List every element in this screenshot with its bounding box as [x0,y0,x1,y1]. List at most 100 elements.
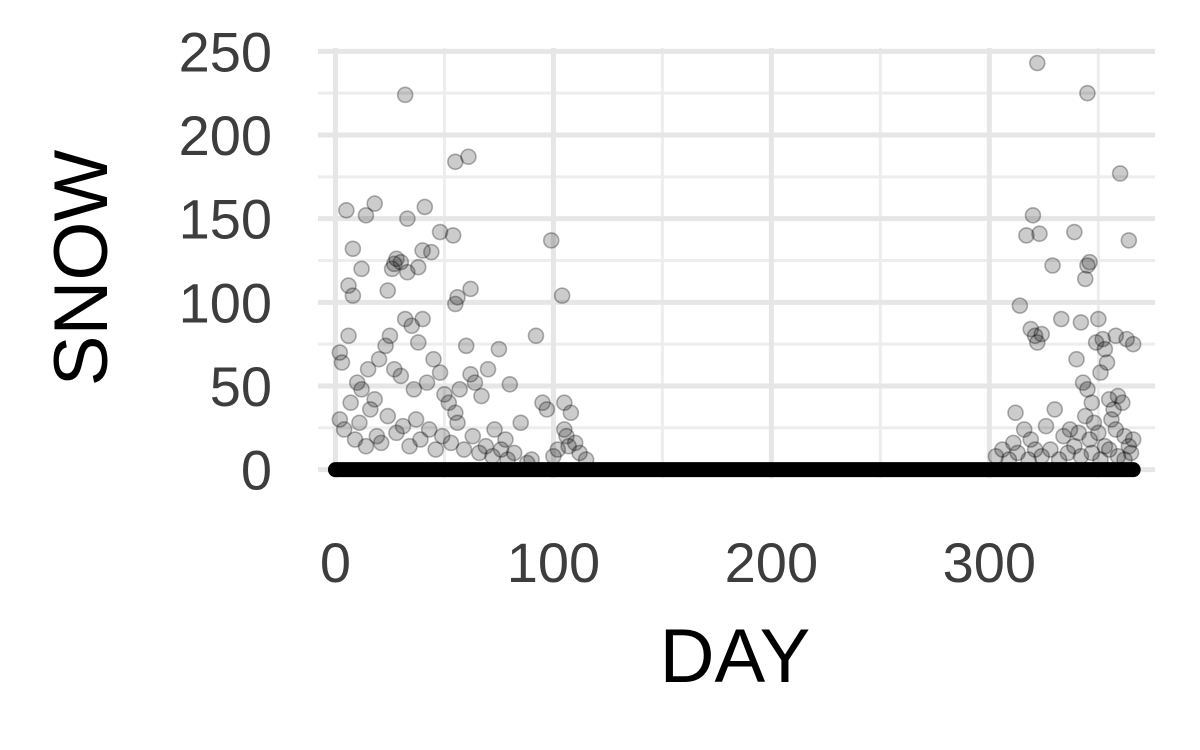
data-point [344,287,362,304]
data-point [444,227,462,244]
data-point [556,421,573,438]
x-axis-title: DAY [660,614,811,699]
data-point [1022,431,1040,448]
data-point [1120,437,1138,455]
data-point [370,350,388,368]
data-point [396,86,414,104]
data-point [405,381,423,398]
data-point [542,232,560,249]
data-point [549,441,567,458]
data-point [1066,223,1083,241]
minor-gridlines-y [318,91,1155,430]
data-point [1120,232,1138,249]
data-point [399,210,416,227]
data-point [512,414,530,432]
data-point [558,427,575,445]
x-tick-label: 300 [943,531,1036,594]
y-axis-tick-labels: 0 50 100 150 200 250 [179,20,272,501]
y-tick-label: 200 [179,104,272,167]
data-point [442,434,460,452]
data-point [477,437,495,455]
data-point [1028,54,1046,72]
data-point [1083,444,1101,462]
x-tick-label: 200 [725,531,818,594]
data-point [372,434,390,452]
data-point [538,401,556,418]
data-point [490,340,508,358]
data-point [348,374,366,391]
data-point [1116,451,1133,468]
y-tick-label: 100 [179,271,272,334]
data-point [449,414,466,432]
data-point [1061,421,1079,438]
data-point [994,441,1011,458]
data-point [451,381,468,398]
data-point [388,424,405,442]
data-point [1098,354,1116,371]
data-point [1107,327,1125,345]
y-tick-label: 250 [179,20,272,83]
data-point [342,394,359,412]
data-point [357,207,375,224]
data-point [1122,444,1140,462]
y-tick-label: 0 [241,439,272,502]
data-point [409,334,427,351]
data-point [562,404,580,422]
data-point [1079,84,1096,102]
data-point [401,437,418,455]
data-point [1015,421,1033,438]
data-point [340,327,357,345]
data-point [357,437,375,455]
data-point [1042,441,1059,458]
data-point [1111,165,1129,182]
data-point [1092,451,1109,468]
data-point [1046,401,1064,418]
data-point [553,287,571,304]
data-point [1094,330,1111,348]
data-point [366,195,383,212]
data-point [420,421,438,438]
data-point [518,454,536,472]
data-point [414,242,431,259]
data-point [501,376,519,393]
data-point [479,360,497,378]
data-point [449,288,466,306]
data-point [1031,225,1048,243]
data-point [1118,330,1135,348]
data-point [392,253,410,271]
data-point [338,201,355,219]
data-point [1085,414,1103,432]
data-point [1009,444,1026,462]
data-point [418,374,436,391]
data-point [416,198,434,216]
data-point [377,337,394,355]
data-point [353,381,370,398]
data-point [1055,427,1072,445]
data-point [379,407,397,425]
data-point [1011,297,1029,314]
data-point [1052,310,1070,328]
data-point [1005,434,1022,452]
data-point [1018,227,1035,244]
data-point [1024,207,1042,224]
data-point [1059,444,1077,462]
data-point [1096,340,1114,358]
data-point [1050,451,1068,468]
data-point [423,243,440,261]
data-point [431,364,449,381]
data-point [385,255,403,273]
data-point [470,444,488,462]
data-point [462,280,479,298]
data-point [331,344,349,361]
data-point [1124,431,1142,448]
data-point [1020,451,1037,468]
data-point [560,437,577,455]
data-point [1079,257,1096,274]
data-point [447,153,464,171]
data-point [407,411,425,428]
data-point [1066,437,1083,455]
x-tick-label: 100 [507,531,600,594]
data-points [331,54,1142,472]
data-point [447,295,464,313]
data-point [1070,424,1088,442]
